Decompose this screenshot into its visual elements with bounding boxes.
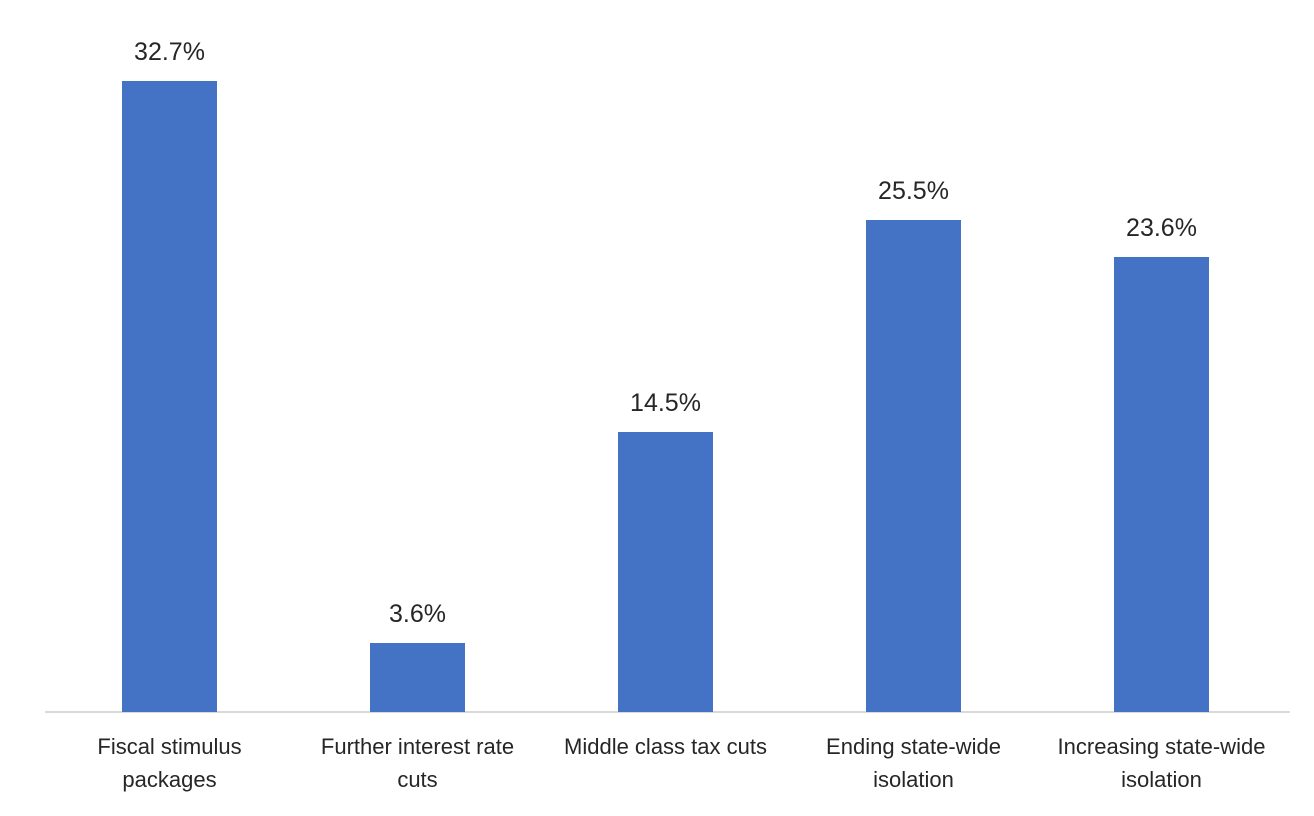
data-label: 25.5% xyxy=(878,177,949,205)
data-label: 23.6% xyxy=(1126,214,1197,242)
data-label: 32.7% xyxy=(134,38,205,66)
bar xyxy=(866,220,961,712)
bar xyxy=(122,81,217,712)
bar xyxy=(1114,257,1209,712)
x-axis-category-label: Middle class tax cuts xyxy=(564,734,767,759)
x-axis-line xyxy=(45,711,1290,713)
x-axis-category-label: Ending state-wide isolation xyxy=(826,734,1001,792)
bar xyxy=(618,432,713,712)
x-axis-category-label: Fiscal stimulus packages xyxy=(97,734,242,792)
x-axis-category-label: Increasing state-wide isolation xyxy=(1057,734,1266,792)
data-label: 14.5% xyxy=(630,389,701,417)
data-label: 3.6% xyxy=(389,600,446,628)
x-axis-category-label: Further interest rate cuts xyxy=(320,734,515,792)
bar xyxy=(370,643,465,712)
